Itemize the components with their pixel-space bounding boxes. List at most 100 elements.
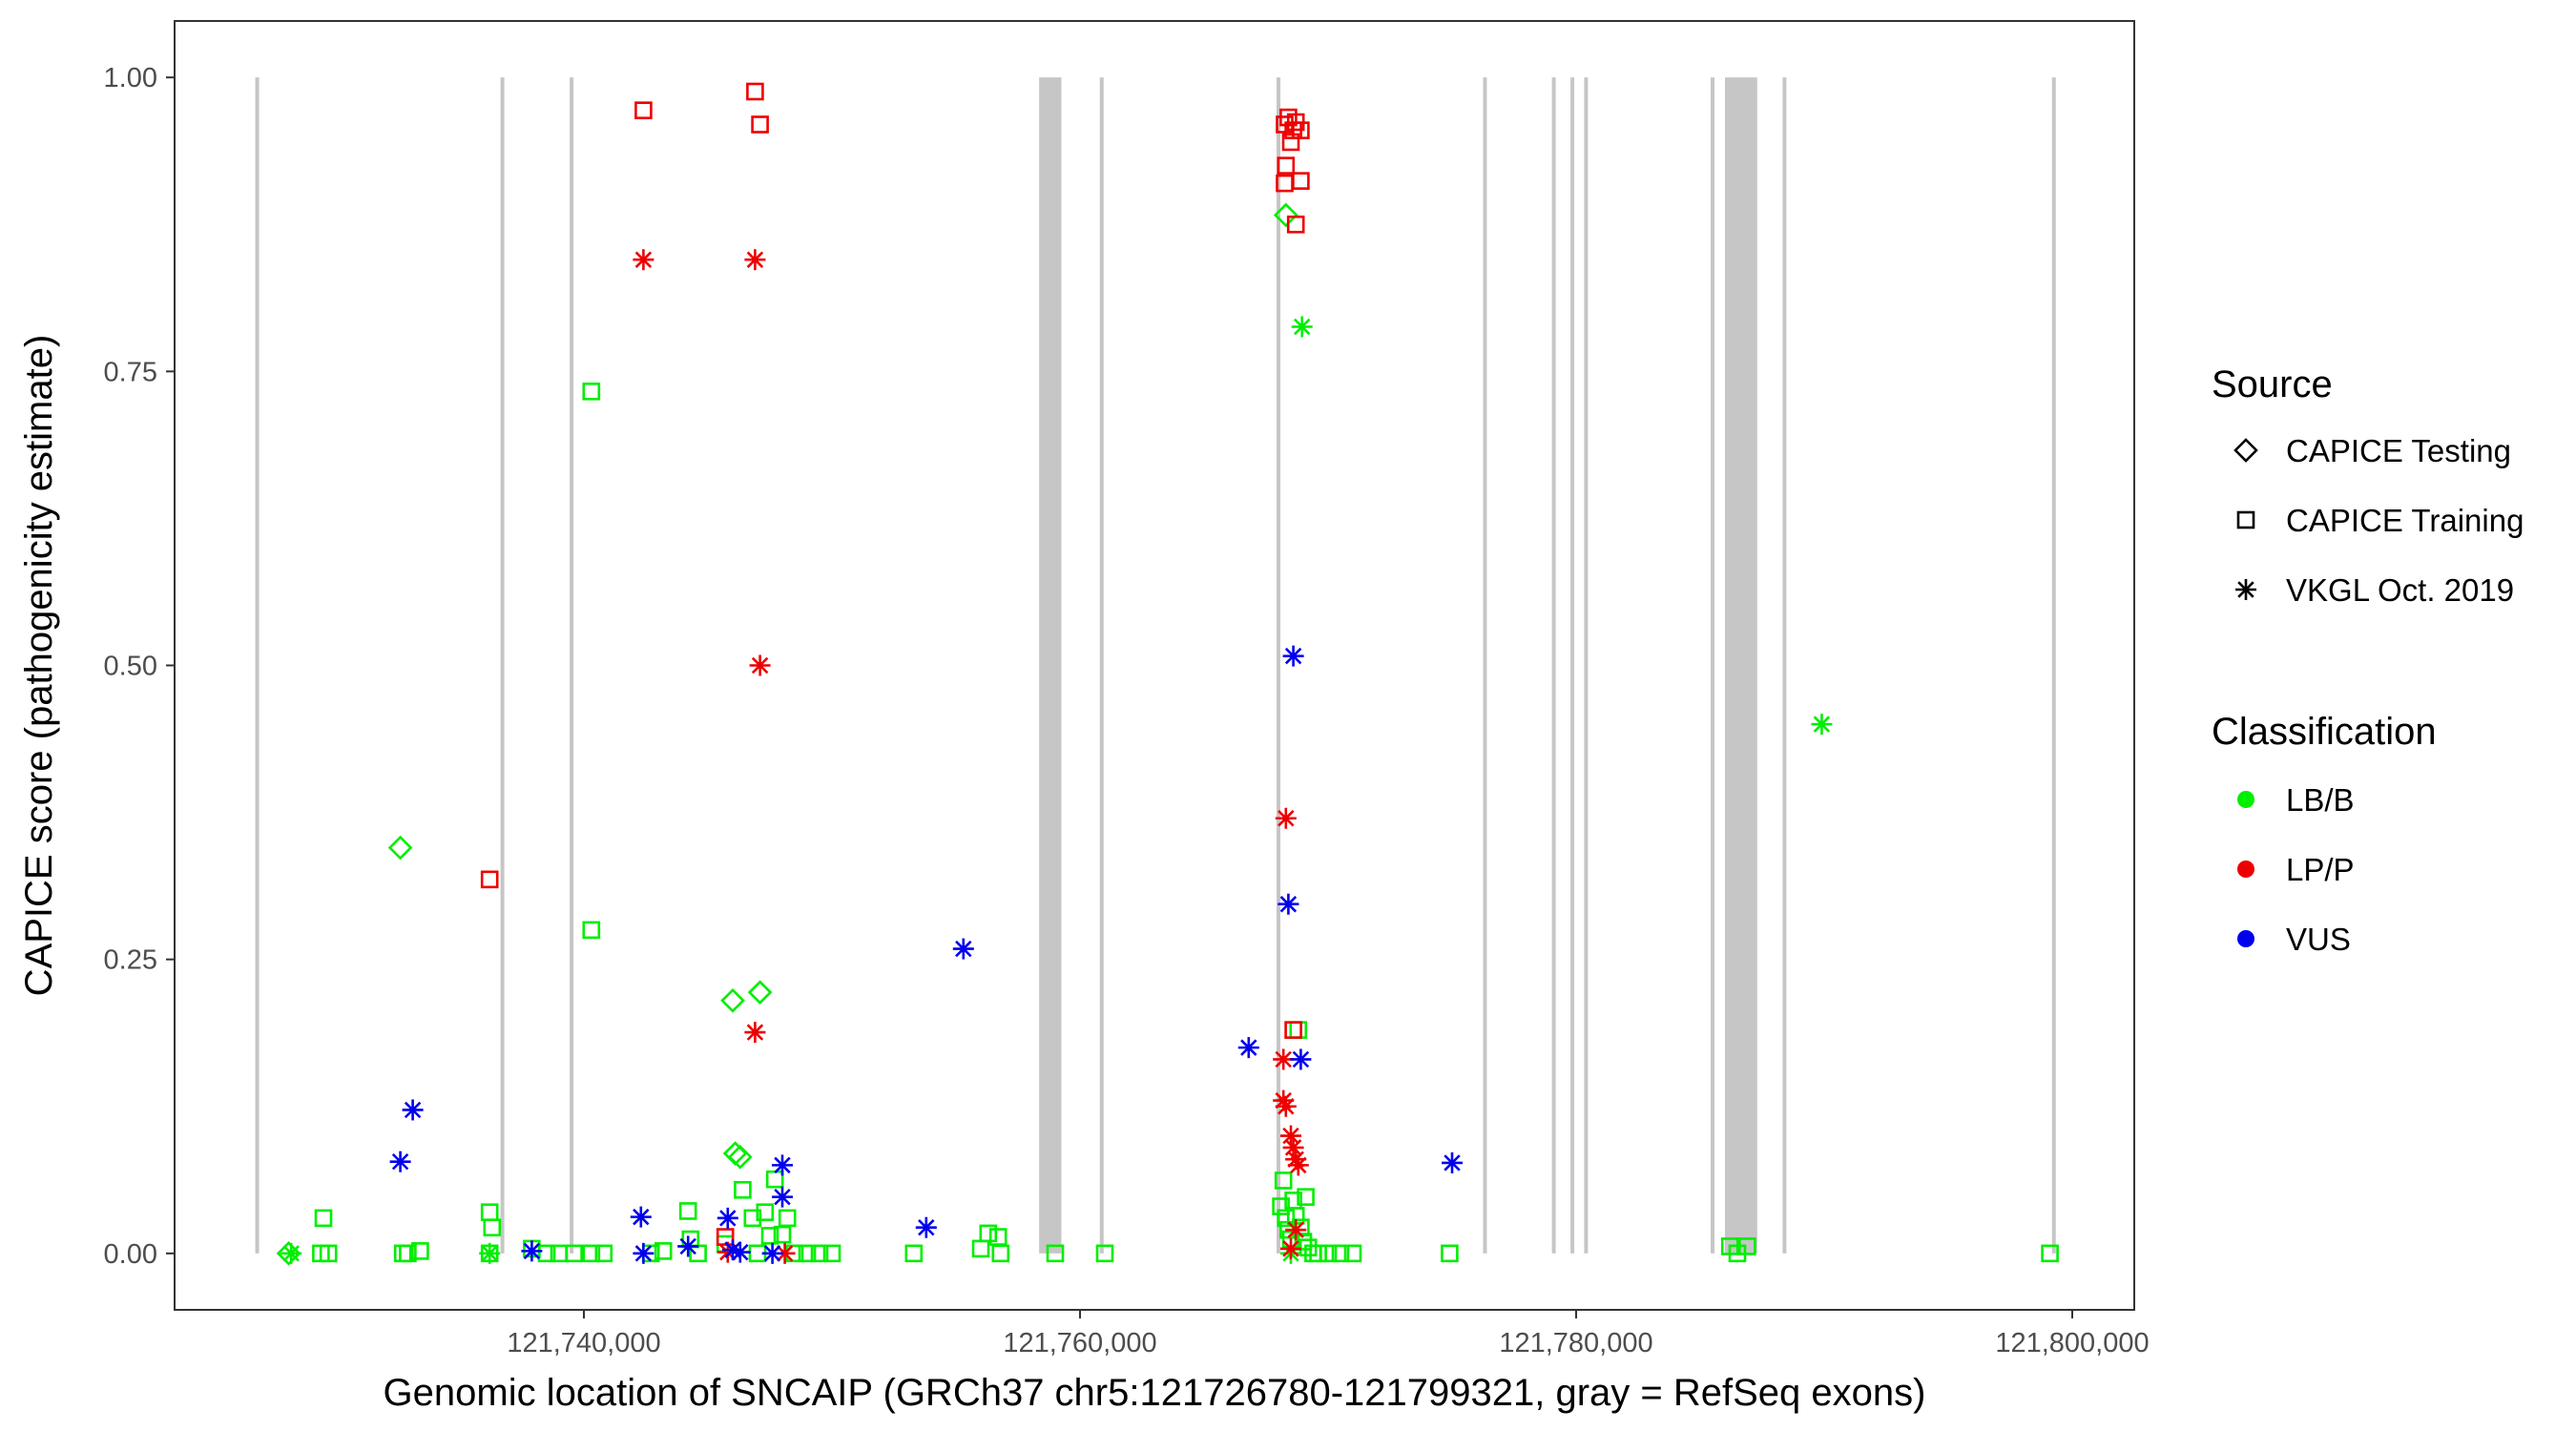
data-point [582, 1244, 601, 1263]
data-point [734, 1180, 752, 1199]
data-point [1281, 133, 1300, 152]
data-point [402, 1099, 424, 1121]
legend-label-source: CAPICE Testing [2286, 433, 2511, 468]
data-point [749, 654, 771, 676]
exon-band [1483, 77, 1487, 1254]
data-point [1441, 1244, 1459, 1263]
data-point [582, 921, 601, 940]
y-axis-title: CAPICE score (pathogenicity estimate) [18, 335, 60, 997]
data-point [727, 1144, 753, 1170]
y-tick-label: 0.25 [104, 945, 157, 976]
legend-key-source [2235, 579, 2256, 600]
exon-band [255, 77, 260, 1254]
data-point [1278, 893, 1299, 915]
data-point [1280, 1237, 1301, 1259]
legend-classification-title: Classification [2212, 711, 2437, 753]
data-point [1319, 1244, 1338, 1263]
legend-key-classification [2237, 791, 2254, 808]
data-point [1237, 1037, 1259, 1059]
data-point [1331, 1244, 1350, 1263]
data-point [822, 1244, 841, 1263]
legend-label-classification: VUS [2286, 922, 2351, 957]
y-tick-label: 1.00 [104, 63, 157, 93]
data-point [387, 835, 413, 861]
data-point [772, 1154, 793, 1176]
y-tick-label: 0.00 [104, 1239, 157, 1270]
data-point [389, 1151, 411, 1172]
data-point [904, 1244, 924, 1263]
data-point [751, 115, 769, 134]
exon-band [1551, 77, 1556, 1254]
y-tick-label: 0.50 [104, 652, 157, 682]
data-point [537, 1244, 556, 1263]
data-point [1343, 1244, 1362, 1263]
legend-key-source [2233, 438, 2258, 463]
legend-label-classification: LB/B [2286, 782, 2355, 818]
data-point [778, 1209, 797, 1228]
data-point [1095, 1244, 1114, 1263]
data-point [1292, 121, 1310, 139]
exon-band [1039, 77, 1062, 1254]
x-axis-title: Genomic location of SNCAIP (GRCh37 chr5:… [384, 1372, 1926, 1414]
data-point [565, 1244, 583, 1263]
exon-band [1099, 77, 1104, 1254]
x-tick-label: 121,780,000 [1499, 1328, 1652, 1358]
exon-band [1725, 77, 1757, 1254]
data-point [716, 1228, 735, 1246]
exon-band [1570, 77, 1575, 1254]
data-point [979, 1224, 998, 1243]
data-point [915, 1216, 937, 1238]
x-tick-label: 121,800,000 [1995, 1328, 2149, 1358]
data-point [1738, 1237, 1756, 1255]
data-point [319, 1244, 338, 1263]
data-point [483, 1218, 502, 1237]
data-point [399, 1244, 417, 1263]
data-point [744, 1022, 766, 1044]
data-point [678, 1202, 697, 1220]
data-point [1287, 1154, 1309, 1176]
exon-band [2051, 77, 2056, 1254]
data-point [521, 1240, 543, 1262]
exon-band [500, 77, 505, 1254]
data-point [411, 1242, 429, 1260]
data-point [991, 1244, 1010, 1263]
y-tick-label: 0.75 [104, 357, 157, 387]
legend-label-classification: LP/P [2286, 852, 2355, 887]
data-point [1046, 1244, 1065, 1263]
data-point [746, 82, 764, 101]
data-point [1273, 202, 1298, 228]
data-point [1297, 1188, 1315, 1206]
data-point [1274, 1172, 1293, 1190]
data-point [314, 1209, 333, 1228]
data-point [952, 938, 974, 960]
exon-band [1277, 77, 1280, 1254]
data-point [2041, 1244, 2059, 1263]
data-point [810, 1244, 829, 1263]
data-point [1442, 1151, 1463, 1173]
data-point [1291, 316, 1313, 338]
points-layer [276, 82, 2059, 1266]
data-point [756, 1203, 775, 1221]
data-point [1290, 1048, 1312, 1070]
data-point [1275, 807, 1297, 829]
data-point [1284, 1021, 1302, 1039]
data-point [654, 1242, 673, 1260]
data-point [677, 1235, 699, 1257]
legend-label-source: CAPICE Training [2286, 503, 2524, 538]
data-point [1282, 645, 1304, 667]
data-point [1294, 1233, 1313, 1251]
data-point [717, 1207, 738, 1229]
data-point [634, 101, 653, 119]
data-point [729, 1241, 751, 1263]
exon-band [1584, 77, 1589, 1254]
data-point [1286, 215, 1305, 234]
data-point [633, 249, 654, 271]
data-point [630, 1206, 652, 1228]
data-point [1277, 1209, 1296, 1228]
x-tick-label: 121,760,000 [1003, 1328, 1156, 1358]
data-point [760, 1227, 779, 1245]
legend: Source Classification CAPICE Testing CAPI… [2212, 363, 2524, 957]
data-point [479, 1242, 501, 1264]
legend-key-source [2236, 510, 2255, 529]
